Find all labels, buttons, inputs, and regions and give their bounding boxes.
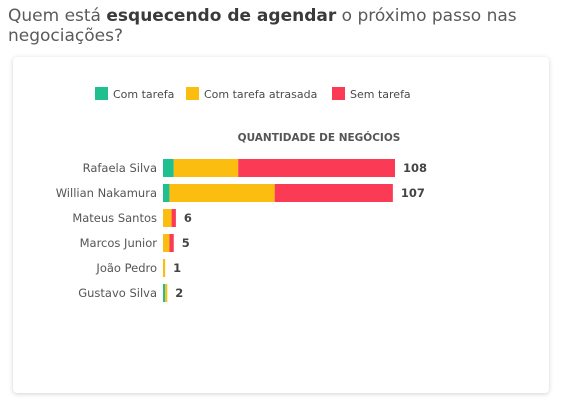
total-label-rafaela-silva: 108 [403,161,427,175]
chart-question: Quem está esquecendo de agendar o próxim… [8,6,548,46]
chart-legend: Com tarefa Com tarefa atrasada Sem tarefa [95,87,411,101]
total-label-marcos-junior: 5 [182,236,190,250]
category-label-mateus-santos: Mateus Santos [72,211,157,225]
legend-swatch-com-tarefa-atrasada [186,87,199,100]
stacked-bar-chart: Com tarefa Com tarefa atrasada Sem tarefa … [56,87,427,302]
category-label-joao-pedro: João Pedro [95,261,157,275]
bar-willian-nakamura-com-tarefa[interactable] [163,184,170,202]
bar-marcos-junior-sem-tarefa[interactable] [169,234,174,252]
question-emphasis: esquecendo de agendar [106,6,337,26]
bar-rafaela-silva-com-tarefa-atrasada[interactable] [173,159,239,177]
bar-mateus-santos-com-tarefa-atrasada[interactable] [163,209,172,227]
total-label-joao-pedro: 1 [173,261,181,275]
bar-gustavo-silva-com-tarefa-atrasada[interactable] [165,284,168,302]
bar-mateus-santos-sem-tarefa[interactable] [171,209,176,227]
bar-rafaela-silva-sem-tarefa[interactable] [238,159,395,177]
bar-willian-nakamura-com-tarefa-atrasada[interactable] [169,184,275,202]
legend-swatch-com-tarefa [95,87,108,100]
bar-rafaela-silva-com-tarefa[interactable] [163,159,174,177]
chart-axis-title: QUANTIDADE DE NEGÓCIOS [238,131,401,144]
total-label-willian-nakamura: 107 [401,186,425,200]
chart-bars: Rafaela Silva 108 Willian Nakamura 107 Mateu… [56,159,427,302]
category-label-rafaela-silva: Rafaela Silva [83,161,157,175]
legend-label-sem-tarefa: Sem tarefa [350,88,411,101]
total-label-mateus-santos: 6 [184,211,192,225]
bar-gustavo-silva-com-tarefa[interactable] [163,284,166,302]
category-label-gustavo-silva: Gustavo Silva [78,286,157,300]
bar-willian-nakamura-sem-tarefa[interactable] [274,184,393,202]
legend-label-com-tarefa-atrasada: Com tarefa atrasada [204,88,317,101]
question-prefix: Quem está [8,6,107,26]
legend-swatch-sem-tarefa [332,87,345,100]
bar-joao-pedro-com-tarefa-atrasada[interactable] [163,259,166,277]
legend-label-com-tarefa: Com tarefa [113,88,174,101]
bar-marcos-junior-com-tarefa-atrasada[interactable] [163,234,170,252]
question-suffix: o próximo passo nas negociações? [8,6,517,46]
total-label-gustavo-silva: 2 [175,286,183,300]
category-label-marcos-junior: Marcos Junior [80,236,158,250]
chart-card: Com tarefa Com tarefa atrasada Sem tarefa … [13,57,549,393]
category-label-willian-nakamura: Willian Nakamura [56,186,157,200]
